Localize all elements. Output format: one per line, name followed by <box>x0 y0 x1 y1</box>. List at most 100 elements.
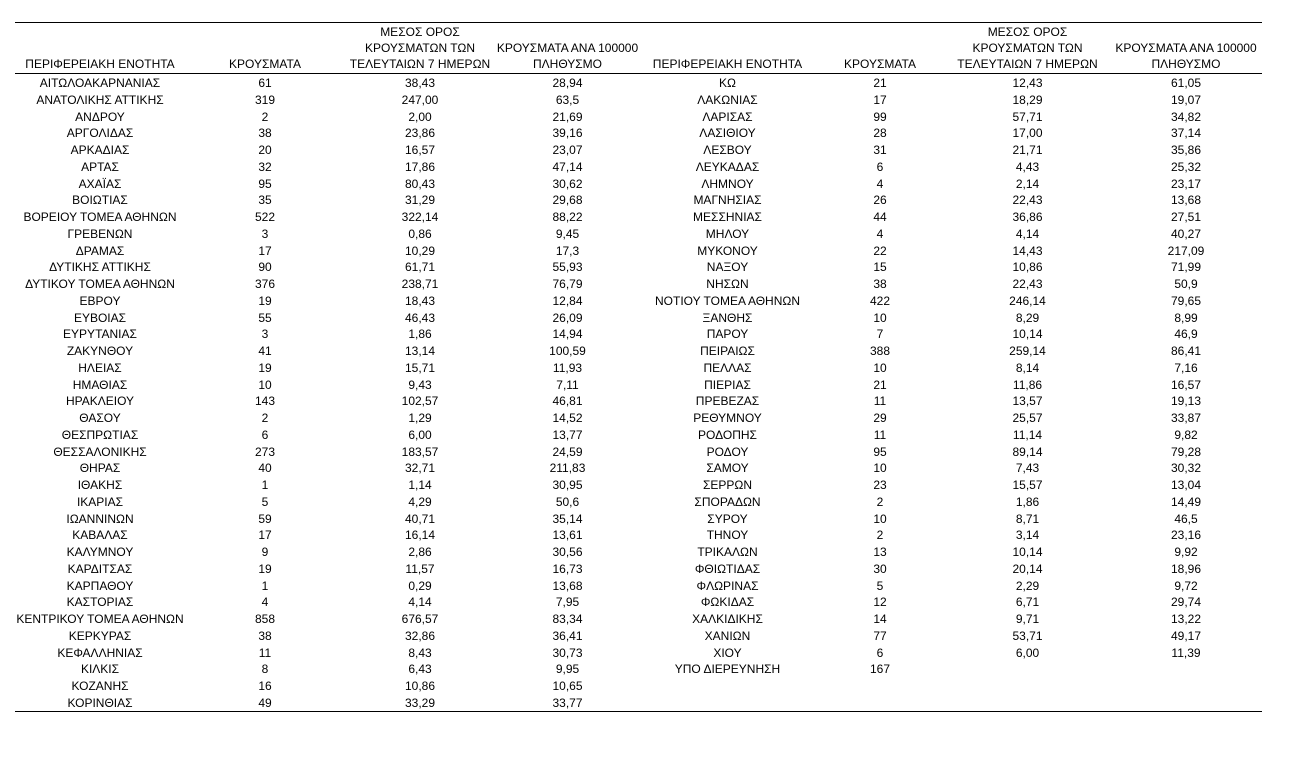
region-name: ΡΟΔΟΠΗΣ <box>698 427 757 442</box>
avg-7-days: 17,86 <box>404 159 436 174</box>
cases-count: 26 <box>873 193 887 208</box>
region-name: ΗΜΑΘΙΑΣ <box>72 377 128 392</box>
table-row: ΚΕΝΤΡΙΚΟΥ ΤΟΜΕΑ ΑΘΗΝΩΝ 858 676,57 83,34 <box>15 611 640 628</box>
avg-7-days: 247,00 <box>401 92 439 107</box>
table-row: ΚΑΡΔΙΤΣΑΣ 19 11,57 16,73 <box>15 561 640 578</box>
table-row: ΤΗΝΟΥ 2 3,14 23,16 <box>640 527 1262 544</box>
region-name: ΑΝΑΤΟΛΙΚΗΣ ΑΤΤΙΚΗΣ <box>36 92 164 107</box>
table-row: ΡΟΔΟΠΗΣ 11 11,14 9,82 <box>640 427 1262 444</box>
region-name: ΣΑΜΟΥ <box>706 461 749 476</box>
table-row: ΛΕΣΒΟΥ 31 21,71 35,86 <box>640 142 1262 159</box>
top-rule <box>15 22 1262 23</box>
cases-count: 5 <box>261 494 269 509</box>
table-row: ΔΥΤΙΚΗΣ ΑΤΤΙΚΗΣ 90 61,71 55,93 <box>15 259 640 276</box>
cases-per-100k: 13,22 <box>1170 612 1202 626</box>
cases-count: 19 <box>258 293 272 308</box>
cases-per-100k: 13,68 <box>1170 193 1202 208</box>
table-row: ΑΡΚΑΔΙΑΣ 20 16,57 23,07 <box>15 142 640 159</box>
avg-7-days: 13,57 <box>1012 394 1043 409</box>
cases-count: 49 <box>258 695 272 710</box>
region-name: ΜΗΛΟΥ <box>705 226 750 241</box>
column-header-cases-count: ΚΡΟΥΣΜΑΤΑ <box>229 57 301 71</box>
table-row: ΗΜΑΘΙΑΣ 10 9,43 7,11 <box>15 377 640 394</box>
table-row: ΑΝΔΡΟΥ 2 2,00 21,69 <box>15 109 640 126</box>
cases-count: 5 <box>876 578 884 593</box>
cases-count: 3 <box>261 226 269 241</box>
region-name: ΚΕΦΑΛΛΗΝΙΑΣ <box>57 645 143 660</box>
table-row: ΛΑΡΙΣΑΣ 99 57,71 34,82 <box>640 109 1262 126</box>
avg-7-days: 6,71 <box>1015 595 1040 610</box>
table-row: ΜΕΣΣΗΝΙΑΣ 44 36,86 27,51 <box>640 209 1262 226</box>
cases-count: 17 <box>258 528 272 543</box>
table-row: ΚΑΡΠΑΘΟΥ 1 0,29 13,68 <box>15 578 640 595</box>
table-row: ΡΕΘΥΜΝΟΥ 29 25,57 33,87 <box>640 410 1262 427</box>
region-name: ΠΕΛΛΑΣ <box>703 360 752 375</box>
region-name: ΛΕΣΒΟΥ <box>703 143 752 157</box>
region-name: ΚΑΛΥΜΝΟΥ <box>66 545 134 559</box>
table-header: ΠΕΡΙΦΕΡΕΙΑΚΗ ΕΝΟΤΗΤΑ ΚΡΟΥΣΜΑΤΑ ΜΕΣΟΣ ΟΡΟΣ … <box>640 23 1262 74</box>
cases-count: 23 <box>873 478 887 492</box>
table-row: ΚΑΛΥΜΝΟΥ 9 2,86 30,56 <box>15 544 640 561</box>
table-row: ΚΑΒΑΛΑΣ 17 16,14 13,61 <box>15 527 640 544</box>
region-name: ΚΑΡΔΙΤΣΑΣ <box>67 561 133 576</box>
avg-7-days: 2,86 <box>408 545 432 559</box>
table-row: ΚΙΛΚΙΣ 8 6,43 9,95 <box>15 661 640 678</box>
region-name: ΛΑΣΙΘΙΟΥ <box>699 126 756 141</box>
avg-7-days: 15,57 <box>1012 478 1043 492</box>
cases-count: 10 <box>873 461 887 476</box>
cases-count: 422 <box>869 293 891 308</box>
cases-per-100k: 7,95 <box>555 595 580 610</box>
avg-7-days: 9,43 <box>408 377 432 392</box>
cases-per-100k: 34,82 <box>1170 109 1202 124</box>
avg-7-days: 4,14 <box>1015 226 1040 241</box>
region-name: ΞΑΝΘΗΣ <box>702 310 753 325</box>
cases-count: 522 <box>254 210 276 224</box>
cases-count: 6 <box>876 159 884 174</box>
cases-per-100k: 24,59 <box>552 444 583 459</box>
avg-7-days: 11,86 <box>1012 377 1043 392</box>
cases-count: 28 <box>873 126 887 141</box>
cases-count: 77 <box>873 628 887 643</box>
avg-7-days: 89,14 <box>1012 444 1043 459</box>
cases-count: 55 <box>258 310 272 325</box>
cases-per-100k: 30,73 <box>552 645 583 660</box>
avg-7-days: 0,29 <box>408 578 432 593</box>
cases-per-100k: 13,77 <box>552 427 583 442</box>
cases-per-100k: 9,92 <box>1174 545 1198 559</box>
cases-per-100k: 50,9 <box>1174 277 1198 291</box>
table-row: ΕΒΡΟΥ 19 18,43 12,84 <box>15 293 640 310</box>
table-row: ΠΡΕΒΕΖΑΣ 11 13,57 19,13 <box>640 393 1262 410</box>
table-row: ΘΑΣΟΥ 2 1,29 14,52 <box>15 410 640 427</box>
table-row: ΑΡΤΑΣ 32 17,86 47,14 <box>15 159 640 176</box>
avg-7-days: 676,57 <box>401 612 439 626</box>
cases-per-100k: 27,51 <box>1170 210 1202 224</box>
table-row: ΦΘΙΩΤΙΔΑΣ 30 20,14 18,96 <box>640 561 1262 578</box>
avg-7-days: 102,57 <box>401 394 439 409</box>
table-row: ΣΠΟΡΑΔΩΝ 2 1,86 14,49 <box>640 494 1262 511</box>
region-name: ΘΗΡΑΣ <box>79 461 121 476</box>
region-name: ΔΡΑΜΑΣ <box>75 243 125 258</box>
avg-7-days: 246,14 <box>1009 293 1046 308</box>
region-name: ΚΟΖΑΝΗΣ <box>71 679 129 693</box>
region-name: ΕΥΡΥΤΑΝΙΑΣ <box>63 327 137 342</box>
region-name: ΚΑΣΤΟΡΙΑΣ <box>66 595 134 610</box>
cases-per-100k: 9,82 <box>1174 427 1198 442</box>
avg-7-days: 8,71 <box>1015 511 1040 526</box>
avg-7-days: 2,29 <box>1015 578 1040 593</box>
avg-7-days: 2,00 <box>408 109 432 124</box>
cases-per-100k: 36,41 <box>552 628 583 643</box>
avg-7-days: 8,29 <box>1015 310 1040 325</box>
avg-7-days: 32,86 <box>404 628 436 643</box>
avg-7-days: 10,29 <box>404 243 436 258</box>
cases-count: 167 <box>869 662 891 677</box>
region-name: ΑΙΤΩΛΟΑΚΑΡΝΑΝΙΑΣ <box>39 76 161 90</box>
cases-per-100k <box>1110 661 1262 678</box>
avg-7-days: 4,29 <box>408 494 432 509</box>
region-name: ΑΡΤΑΣ <box>81 159 119 174</box>
cases-count: 35 <box>258 193 272 208</box>
table-row: ΚΑΣΤΟΡΙΑΣ 4 4,14 7,95 <box>15 594 640 611</box>
table-row: ΚΟΖΑΝΗΣ 16 10,86 10,65 <box>15 678 640 695</box>
cases-per-100k: 17,3 <box>555 243 580 258</box>
table-row: ΑΡΓΟΛΙΔΑΣ 38 23,86 39,16 <box>15 125 640 142</box>
cases-count: 10 <box>873 310 887 325</box>
